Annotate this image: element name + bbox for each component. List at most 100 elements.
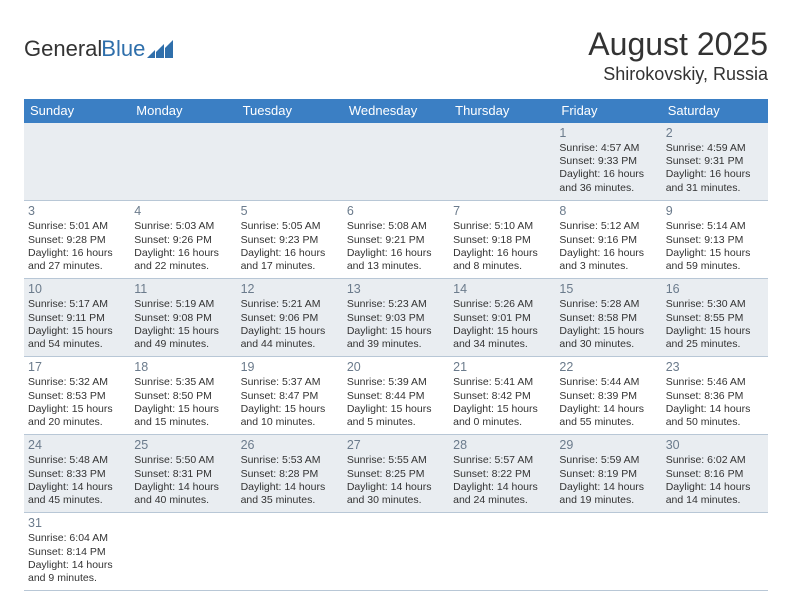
sunrise-text: Sunrise: 5:32 AM bbox=[28, 376, 126, 389]
day-number: 10 bbox=[28, 281, 126, 297]
sunrise-text: Sunrise: 5:48 AM bbox=[28, 454, 126, 467]
weekday-header: Friday bbox=[555, 99, 661, 123]
calendar-cell: 5Sunrise: 5:05 AMSunset: 9:23 PMDaylight… bbox=[237, 201, 343, 279]
daylight-text: Daylight: 16 hours bbox=[241, 247, 339, 260]
day-number: 11 bbox=[134, 281, 232, 297]
daylight-text: Daylight: 15 hours bbox=[666, 325, 764, 338]
sunset-text: Sunset: 8:50 PM bbox=[134, 390, 232, 403]
daylight-text: Daylight: 15 hours bbox=[453, 403, 551, 416]
daylight-text: and 10 minutes. bbox=[241, 416, 339, 429]
calendar-cell bbox=[237, 123, 343, 201]
calendar-cell bbox=[662, 513, 768, 591]
calendar-cell: 26Sunrise: 5:53 AMSunset: 8:28 PMDayligh… bbox=[237, 435, 343, 513]
sunrise-text: Sunrise: 5:26 AM bbox=[453, 298, 551, 311]
weekday-header: Monday bbox=[130, 99, 236, 123]
daylight-text: Daylight: 14 hours bbox=[241, 481, 339, 494]
sunset-text: Sunset: 8:36 PM bbox=[666, 390, 764, 403]
calendar-cell: 9Sunrise: 5:14 AMSunset: 9:13 PMDaylight… bbox=[662, 201, 768, 279]
daylight-text: and 14 minutes. bbox=[666, 494, 764, 507]
daylight-text: and 8 minutes. bbox=[453, 260, 551, 273]
calendar-row: 3Sunrise: 5:01 AMSunset: 9:28 PMDaylight… bbox=[24, 201, 768, 279]
sunrise-text: Sunrise: 5:28 AM bbox=[559, 298, 657, 311]
calendar-table: Sunday Monday Tuesday Wednesday Thursday… bbox=[24, 99, 768, 592]
sunset-text: Sunset: 9:01 PM bbox=[453, 312, 551, 325]
sunset-text: Sunset: 9:21 PM bbox=[347, 234, 445, 247]
sunset-text: Sunset: 8:33 PM bbox=[28, 468, 126, 481]
sunset-text: Sunset: 9:03 PM bbox=[347, 312, 445, 325]
sunrise-text: Sunrise: 5:39 AM bbox=[347, 376, 445, 389]
sunrise-text: Sunrise: 5:08 AM bbox=[347, 220, 445, 233]
daylight-text: and 20 minutes. bbox=[28, 416, 126, 429]
sunset-text: Sunset: 8:14 PM bbox=[28, 546, 126, 559]
day-number: 12 bbox=[241, 281, 339, 297]
daylight-text: and 40 minutes. bbox=[134, 494, 232, 507]
daylight-text: and 13 minutes. bbox=[347, 260, 445, 273]
day-number: 2 bbox=[666, 125, 764, 141]
daylight-text: Daylight: 16 hours bbox=[134, 247, 232, 260]
calendar-cell: 7Sunrise: 5:10 AMSunset: 9:18 PMDaylight… bbox=[449, 201, 555, 279]
daylight-text: Daylight: 15 hours bbox=[347, 403, 445, 416]
sunrise-text: Sunrise: 6:04 AM bbox=[28, 532, 126, 545]
sunrise-text: Sunrise: 5:14 AM bbox=[666, 220, 764, 233]
daylight-text: Daylight: 14 hours bbox=[347, 481, 445, 494]
sunrise-text: Sunrise: 5:12 AM bbox=[559, 220, 657, 233]
day-number: 30 bbox=[666, 437, 764, 453]
calendar-cell bbox=[343, 123, 449, 201]
daylight-text: and 30 minutes. bbox=[347, 494, 445, 507]
sunset-text: Sunset: 8:31 PM bbox=[134, 468, 232, 481]
daylight-text: and 31 minutes. bbox=[666, 182, 764, 195]
sunrise-text: Sunrise: 5:30 AM bbox=[666, 298, 764, 311]
calendar-cell: 20Sunrise: 5:39 AMSunset: 8:44 PMDayligh… bbox=[343, 357, 449, 435]
location-subtitle: Shirokovskiy, Russia bbox=[588, 64, 768, 85]
daylight-text: and 45 minutes. bbox=[28, 494, 126, 507]
day-number: 23 bbox=[666, 359, 764, 375]
daylight-text: Daylight: 15 hours bbox=[453, 325, 551, 338]
daylight-text: Daylight: 15 hours bbox=[134, 325, 232, 338]
day-number: 25 bbox=[134, 437, 232, 453]
day-number: 16 bbox=[666, 281, 764, 297]
sunrise-text: Sunrise: 5:03 AM bbox=[134, 220, 232, 233]
day-number: 24 bbox=[28, 437, 126, 453]
sunrise-text: Sunrise: 6:02 AM bbox=[666, 454, 764, 467]
sunset-text: Sunset: 9:26 PM bbox=[134, 234, 232, 247]
daylight-text: Daylight: 15 hours bbox=[666, 247, 764, 260]
sunset-text: Sunset: 8:28 PM bbox=[241, 468, 339, 481]
daylight-text: Daylight: 16 hours bbox=[559, 168, 657, 181]
calendar-cell: 2Sunrise: 4:59 AMSunset: 9:31 PMDaylight… bbox=[662, 123, 768, 201]
daylight-text: and 50 minutes. bbox=[666, 416, 764, 429]
sunrise-text: Sunrise: 5:44 AM bbox=[559, 376, 657, 389]
day-number: 19 bbox=[241, 359, 339, 375]
day-number: 6 bbox=[347, 203, 445, 219]
day-number: 22 bbox=[559, 359, 657, 375]
day-number: 7 bbox=[453, 203, 551, 219]
day-number: 3 bbox=[28, 203, 126, 219]
sunrise-text: Sunrise: 5:21 AM bbox=[241, 298, 339, 311]
daylight-text: Daylight: 16 hours bbox=[347, 247, 445, 260]
sunrise-text: Sunrise: 5:10 AM bbox=[453, 220, 551, 233]
sunrise-text: Sunrise: 5:19 AM bbox=[134, 298, 232, 311]
calendar-row: 10Sunrise: 5:17 AMSunset: 9:11 PMDayligh… bbox=[24, 279, 768, 357]
daylight-text: and 30 minutes. bbox=[559, 338, 657, 351]
sunset-text: Sunset: 9:23 PM bbox=[241, 234, 339, 247]
calendar-cell: 12Sunrise: 5:21 AMSunset: 9:06 PMDayligh… bbox=[237, 279, 343, 357]
calendar-cell: 31Sunrise: 6:04 AMSunset: 8:14 PMDayligh… bbox=[24, 513, 130, 591]
sunset-text: Sunset: 9:28 PM bbox=[28, 234, 126, 247]
daylight-text: and 22 minutes. bbox=[134, 260, 232, 273]
calendar-cell: 8Sunrise: 5:12 AMSunset: 9:16 PMDaylight… bbox=[555, 201, 661, 279]
calendar-cell: 6Sunrise: 5:08 AMSunset: 9:21 PMDaylight… bbox=[343, 201, 449, 279]
day-number: 31 bbox=[28, 515, 126, 531]
sunset-text: Sunset: 9:13 PM bbox=[666, 234, 764, 247]
sunrise-text: Sunrise: 5:46 AM bbox=[666, 376, 764, 389]
sunset-text: Sunset: 8:42 PM bbox=[453, 390, 551, 403]
calendar-row: 17Sunrise: 5:32 AMSunset: 8:53 PMDayligh… bbox=[24, 357, 768, 435]
calendar-cell: 30Sunrise: 6:02 AMSunset: 8:16 PMDayligh… bbox=[662, 435, 768, 513]
calendar-cell: 18Sunrise: 5:35 AMSunset: 8:50 PMDayligh… bbox=[130, 357, 236, 435]
logo-chart-icon bbox=[147, 40, 175, 58]
calendar-cell: 28Sunrise: 5:57 AMSunset: 8:22 PMDayligh… bbox=[449, 435, 555, 513]
sunset-text: Sunset: 8:55 PM bbox=[666, 312, 764, 325]
day-number: 8 bbox=[559, 203, 657, 219]
daylight-text: Daylight: 14 hours bbox=[666, 403, 764, 416]
sunrise-text: Sunrise: 5:53 AM bbox=[241, 454, 339, 467]
calendar-cell bbox=[555, 513, 661, 591]
day-number: 26 bbox=[241, 437, 339, 453]
